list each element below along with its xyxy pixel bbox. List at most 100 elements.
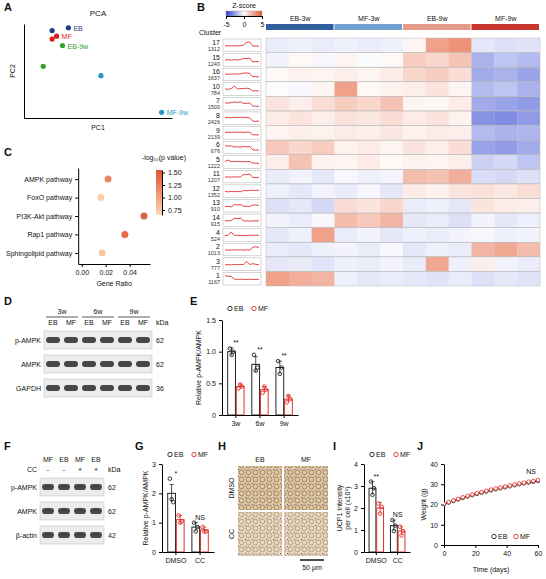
axis: 1.501.251.000.75 [162,169,182,215]
cluster-label: 11 [213,170,220,177]
panel-letter: C [4,146,12,158]
tick-mark [361,552,364,553]
bar [369,488,376,552]
column-header: Cluster [199,29,222,36]
tick: 1 [354,527,364,534]
blot-band [46,385,60,391]
tick-label: 40 [430,461,438,468]
profile-box [223,243,261,256]
tick: 5 [261,16,265,28]
tick-mark [162,198,165,199]
cell [494,82,517,97]
group-line [46,317,78,318]
cell [517,38,540,53]
cell [403,184,426,199]
point [371,493,375,497]
cluster-frame [266,140,540,155]
point [466,494,470,498]
cell [494,169,517,184]
tick-mark [441,484,444,485]
profile-area [225,204,259,206]
cluster-label: 13 [212,199,220,206]
axis-line [25,118,173,119]
error-bar [170,485,174,503]
axis-title: Relative p-AMPK/AMPK [195,330,203,405]
blot-band [82,361,96,367]
tick: 0.75 [162,207,182,214]
cell [494,198,517,213]
cell [472,228,495,243]
cell [403,111,426,126]
micrograph-image [284,466,328,510]
cell [289,198,312,213]
cell [494,271,517,286]
scale-bar-label: 50 μm [302,564,322,572]
profile-line [225,218,259,221]
point [494,488,498,492]
cell [472,82,495,97]
legend-marker [252,306,256,310]
profile-box [223,97,261,110]
point [256,366,260,370]
row-label: GAPDH [16,385,41,392]
cell [312,228,335,243]
panel: CAMPK pathwayFoxO pathwayPI3K-Akt pathwa… [4,146,186,287]
profile-area [225,146,259,150]
group-label: EB-3w [290,15,312,22]
profile-area [225,102,259,107]
point [522,481,526,485]
profile-area [225,117,259,121]
cell [335,184,358,199]
blot-band [64,385,78,391]
panel-letter: E [190,295,197,307]
cell [266,38,289,53]
cell [426,213,449,228]
profile-line [225,190,259,192]
tick: 0 [212,412,222,419]
profile-area [225,232,259,236]
cell [517,184,540,199]
cell [449,257,472,272]
blot-band [90,484,102,490]
cell [289,82,312,97]
point [527,480,531,484]
point [177,514,181,518]
point [536,478,540,482]
point [475,492,479,496]
cell [312,38,335,53]
cluster-label: 5 [216,156,220,163]
point [456,497,460,501]
cell [472,213,495,228]
color-bar [156,170,162,215]
bar [276,368,284,416]
cell [426,38,449,53]
cell [335,242,358,257]
tick: 0 [354,549,364,556]
cluster-frame [266,257,540,272]
point [180,519,184,523]
group-label: MF-9w [495,15,517,22]
point [276,359,280,363]
cell [380,198,403,213]
tick-mark [159,464,162,465]
cell [380,184,403,199]
tick: 9w [280,415,290,427]
tick-label: 1 [354,527,358,534]
axis-line [445,545,539,546]
group-line [82,317,114,318]
tick-mark [361,464,364,465]
profile-area [225,42,259,46]
profile-line [225,204,259,206]
cell [449,271,472,286]
panel-letter: A [4,1,12,13]
point [503,485,507,489]
tick-label: 20 [472,550,480,557]
tick: PI3K-Akt pathway [17,213,79,221]
cell [403,228,426,243]
tick-label: Sphingolipid pathway [6,250,73,258]
axis: 0.000.020.04 [75,264,150,276]
cluster-frame [266,242,540,257]
cell [335,82,358,97]
cell [494,213,517,228]
cluster-label: 6 [216,141,220,148]
